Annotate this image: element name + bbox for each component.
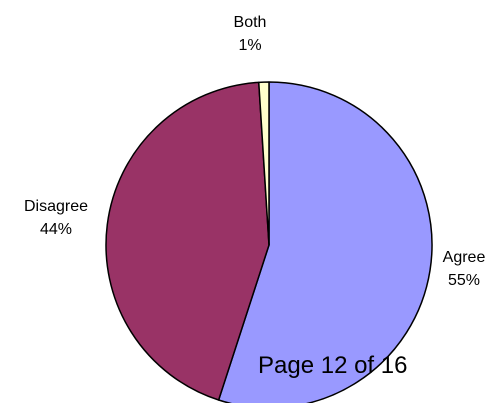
pie-slice-disagree bbox=[105, 81, 270, 401]
pie-slice-agree bbox=[217, 81, 433, 403]
slice-label-disagree: Disagree bbox=[24, 198, 88, 215]
slice-label-both: Both bbox=[234, 14, 267, 31]
slice-percent-both: 1% bbox=[238, 37, 261, 54]
page-indicator: Page 12 of 16 bbox=[258, 352, 408, 379]
slice-percent-agree: 55% bbox=[448, 272, 480, 289]
slice-percent-disagree: 44% bbox=[40, 221, 72, 238]
pie-slice-both bbox=[258, 81, 270, 246]
slice-label-agree: Agree bbox=[443, 249, 486, 266]
